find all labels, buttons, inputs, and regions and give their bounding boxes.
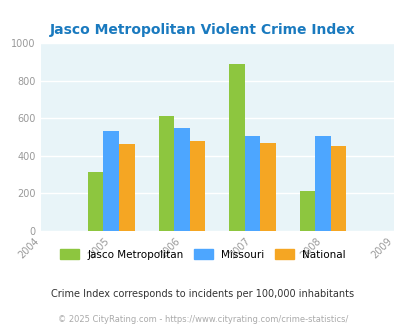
Legend: Jasco Metropolitan, Missouri, National: Jasco Metropolitan, Missouri, National [56, 245, 349, 264]
Bar [315, 136, 330, 231]
Bar [103, 131, 119, 231]
Bar [158, 116, 174, 231]
Bar [119, 144, 134, 231]
Bar [229, 64, 244, 231]
Bar [174, 128, 189, 231]
Bar [299, 191, 315, 231]
Text: Jasco Metropolitan Violent Crime Index: Jasco Metropolitan Violent Crime Index [50, 23, 355, 37]
Bar [330, 146, 345, 231]
Bar [88, 172, 103, 231]
Bar [244, 136, 260, 231]
Bar [189, 141, 205, 231]
Text: © 2025 CityRating.com - https://www.cityrating.com/crime-statistics/: © 2025 CityRating.com - https://www.city… [58, 315, 347, 324]
Text: Crime Index corresponds to incidents per 100,000 inhabitants: Crime Index corresponds to incidents per… [51, 289, 354, 299]
Bar [260, 143, 275, 231]
